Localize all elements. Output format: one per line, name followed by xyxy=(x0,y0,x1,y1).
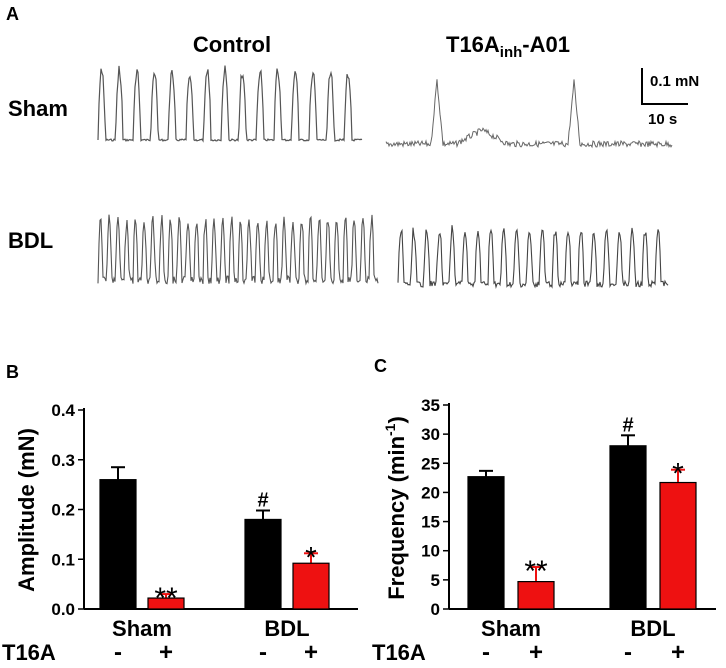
group-label: Sham xyxy=(481,616,541,641)
y-tick-label: 30 xyxy=(421,425,440,444)
treatment-sign: - xyxy=(114,639,122,666)
bar-sham-treated xyxy=(147,597,185,610)
column-title-inhibitor: T16Ainh-A01 xyxy=(446,32,570,61)
y-tick-label: 20 xyxy=(421,483,440,502)
treatment-sign: - xyxy=(259,639,267,666)
scale-bar-force-label: 0.1 mN xyxy=(650,73,699,90)
trace-bdl-inhibitor xyxy=(397,225,669,290)
contraction-traces xyxy=(97,65,673,290)
treatment-sign: + xyxy=(304,639,318,666)
trace-bdl-control xyxy=(97,214,379,286)
significance-marker: * xyxy=(672,458,684,491)
panel-label-a: A xyxy=(6,4,19,24)
y-tick-label: 35 xyxy=(421,396,440,415)
y-tick-label: 0.0 xyxy=(51,600,75,619)
trace-sham-inhibitor xyxy=(385,79,673,149)
y-axis-label: Amplitude (mN) xyxy=(14,428,39,592)
y-tick-label: 0.1 xyxy=(51,550,75,569)
y-tick-label: 0.3 xyxy=(51,451,75,470)
treatment-sign: - xyxy=(482,639,490,666)
significance-marker: ** xyxy=(154,582,178,615)
bar-sham-control xyxy=(467,476,505,610)
significance-marker: # xyxy=(622,414,633,436)
y-tick-label: 5 xyxy=(431,571,440,590)
y-tick-label: 15 xyxy=(421,513,440,532)
column-title-inhibitor-main: T16A xyxy=(446,32,500,57)
y-tick-label: 0.4 xyxy=(51,401,75,420)
bar-bdl-treated xyxy=(292,562,330,610)
column-title-inhibitor-sub: inh xyxy=(500,44,523,61)
significance-marker: * xyxy=(305,541,317,574)
y-axis-label-main: Frequency (min xyxy=(384,436,409,600)
bar-bdl-control xyxy=(609,445,647,610)
amplitude-chart: 0.0 0.1 0.2 0.3 0.4 Amplitude (mN) Sham BDL ** # *… xyxy=(2,401,358,666)
y-tick-label: 25 xyxy=(421,454,440,473)
column-title-inhibitor-suffix: -A01 xyxy=(522,32,570,57)
treatment-sign: + xyxy=(529,639,543,666)
scale-bar: 0.1 mN 10 s xyxy=(641,68,699,128)
group-label: BDL xyxy=(630,616,675,641)
y-tick-label: 0 xyxy=(431,600,440,619)
panel-label-c: C xyxy=(374,356,387,376)
row-label-sham: Sham xyxy=(8,96,68,121)
y-axis-label-end: ) xyxy=(384,416,409,423)
treatment-label: T16A xyxy=(2,640,56,665)
treatment-label: T16A xyxy=(372,640,426,665)
group-label: BDL xyxy=(264,616,309,641)
row-label-bdl: BDL xyxy=(8,228,53,253)
bar-bdl-treated xyxy=(659,481,697,610)
column-title-control: Control xyxy=(193,32,271,57)
significance-marker: # xyxy=(257,489,268,511)
trace-sham-control xyxy=(97,65,363,143)
treatment-sign: + xyxy=(671,639,685,666)
y-tick-label: 0.2 xyxy=(51,501,75,520)
group-label: Sham xyxy=(112,616,172,641)
scale-bar-time-label: 10 s xyxy=(648,111,677,128)
y-tick-label: 10 xyxy=(421,542,440,561)
treatment-sign: - xyxy=(624,639,632,666)
y-axis-label: Frequency (min-1) xyxy=(382,416,409,600)
y-axis-label-sup: -1 xyxy=(382,423,398,436)
significance-marker: ** xyxy=(524,555,548,588)
bar-sham-treated xyxy=(517,581,555,610)
bar-bdl-control xyxy=(244,518,282,610)
panel-label-b: B xyxy=(6,362,19,382)
treatment-sign: + xyxy=(159,639,173,666)
bar-sham-control xyxy=(99,479,137,610)
